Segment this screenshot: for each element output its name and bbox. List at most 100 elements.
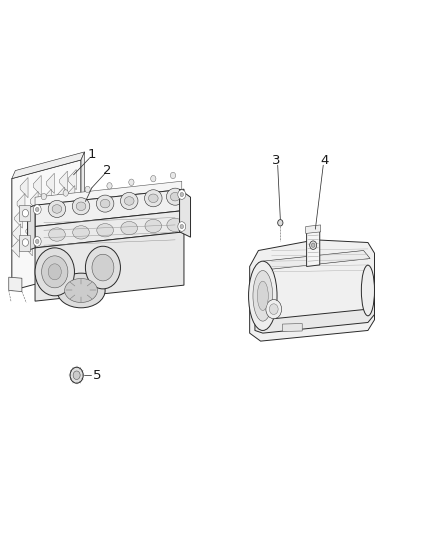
Circle shape: [35, 207, 39, 212]
Circle shape: [310, 241, 317, 249]
Ellipse shape: [72, 198, 90, 215]
Polygon shape: [35, 211, 184, 248]
Text: 2: 2: [103, 164, 112, 177]
Polygon shape: [12, 160, 81, 290]
Polygon shape: [306, 225, 321, 233]
Circle shape: [178, 222, 186, 231]
Circle shape: [70, 367, 83, 383]
Polygon shape: [35, 232, 184, 301]
Ellipse shape: [52, 205, 62, 213]
Polygon shape: [12, 152, 85, 179]
Ellipse shape: [148, 194, 158, 203]
Polygon shape: [63, 217, 71, 236]
Circle shape: [269, 304, 278, 314]
Polygon shape: [26, 222, 34, 241]
Circle shape: [42, 256, 68, 288]
Polygon shape: [30, 191, 38, 212]
Text: 1: 1: [88, 148, 96, 161]
Ellipse shape: [145, 220, 162, 233]
Ellipse shape: [124, 197, 134, 205]
Polygon shape: [41, 205, 49, 224]
Text: 4: 4: [320, 155, 328, 167]
Ellipse shape: [170, 192, 180, 201]
Polygon shape: [283, 324, 302, 332]
Ellipse shape: [76, 202, 86, 211]
Ellipse shape: [166, 188, 184, 205]
Ellipse shape: [73, 226, 89, 239]
Ellipse shape: [145, 190, 162, 207]
Polygon shape: [46, 173, 54, 193]
Polygon shape: [307, 230, 320, 266]
Polygon shape: [68, 169, 76, 190]
Ellipse shape: [48, 200, 66, 217]
Polygon shape: [57, 187, 64, 207]
Ellipse shape: [249, 261, 277, 330]
Polygon shape: [67, 185, 75, 206]
Polygon shape: [48, 235, 56, 253]
Ellipse shape: [121, 222, 138, 235]
Ellipse shape: [167, 219, 184, 232]
Ellipse shape: [100, 199, 110, 208]
Polygon shape: [25, 238, 32, 256]
Ellipse shape: [65, 278, 97, 303]
Polygon shape: [13, 224, 21, 243]
Polygon shape: [81, 152, 85, 272]
Polygon shape: [250, 240, 374, 341]
Polygon shape: [36, 236, 44, 254]
Polygon shape: [9, 277, 22, 292]
Circle shape: [178, 190, 186, 199]
Ellipse shape: [253, 271, 272, 321]
Ellipse shape: [49, 228, 65, 241]
Ellipse shape: [120, 192, 138, 209]
Circle shape: [22, 239, 28, 246]
Circle shape: [107, 183, 112, 189]
Circle shape: [92, 254, 114, 281]
Circle shape: [85, 246, 120, 289]
Text: 3: 3: [272, 155, 280, 167]
Circle shape: [41, 193, 46, 200]
Circle shape: [35, 248, 74, 296]
Polygon shape: [28, 207, 35, 226]
Circle shape: [33, 205, 41, 214]
Circle shape: [278, 220, 283, 226]
Polygon shape: [19, 205, 30, 221]
Polygon shape: [19, 235, 30, 251]
Circle shape: [33, 237, 41, 246]
Polygon shape: [60, 171, 67, 191]
Polygon shape: [68, 259, 81, 273]
Circle shape: [48, 264, 61, 280]
Circle shape: [170, 172, 176, 179]
Ellipse shape: [96, 195, 114, 212]
Circle shape: [22, 209, 28, 217]
Polygon shape: [35, 189, 184, 227]
Polygon shape: [38, 220, 46, 239]
Polygon shape: [20, 177, 28, 198]
Circle shape: [63, 190, 68, 196]
Polygon shape: [11, 239, 19, 257]
Circle shape: [151, 175, 156, 182]
Ellipse shape: [361, 265, 374, 316]
Text: 5: 5: [93, 369, 102, 382]
Ellipse shape: [97, 224, 113, 237]
Circle shape: [85, 186, 90, 192]
Polygon shape: [65, 201, 73, 221]
Polygon shape: [180, 189, 191, 237]
Polygon shape: [14, 209, 22, 228]
Polygon shape: [53, 203, 61, 222]
Polygon shape: [28, 205, 35, 251]
Polygon shape: [255, 290, 374, 333]
Circle shape: [180, 192, 184, 197]
Polygon shape: [263, 251, 370, 269]
Circle shape: [129, 179, 134, 185]
Ellipse shape: [57, 273, 105, 308]
Circle shape: [35, 239, 39, 244]
Ellipse shape: [257, 281, 268, 310]
Polygon shape: [43, 189, 51, 209]
Polygon shape: [35, 181, 182, 205]
Circle shape: [266, 300, 282, 319]
Polygon shape: [17, 193, 25, 214]
Circle shape: [73, 371, 80, 379]
Circle shape: [311, 243, 315, 247]
Polygon shape: [51, 219, 59, 238]
Circle shape: [180, 224, 184, 229]
